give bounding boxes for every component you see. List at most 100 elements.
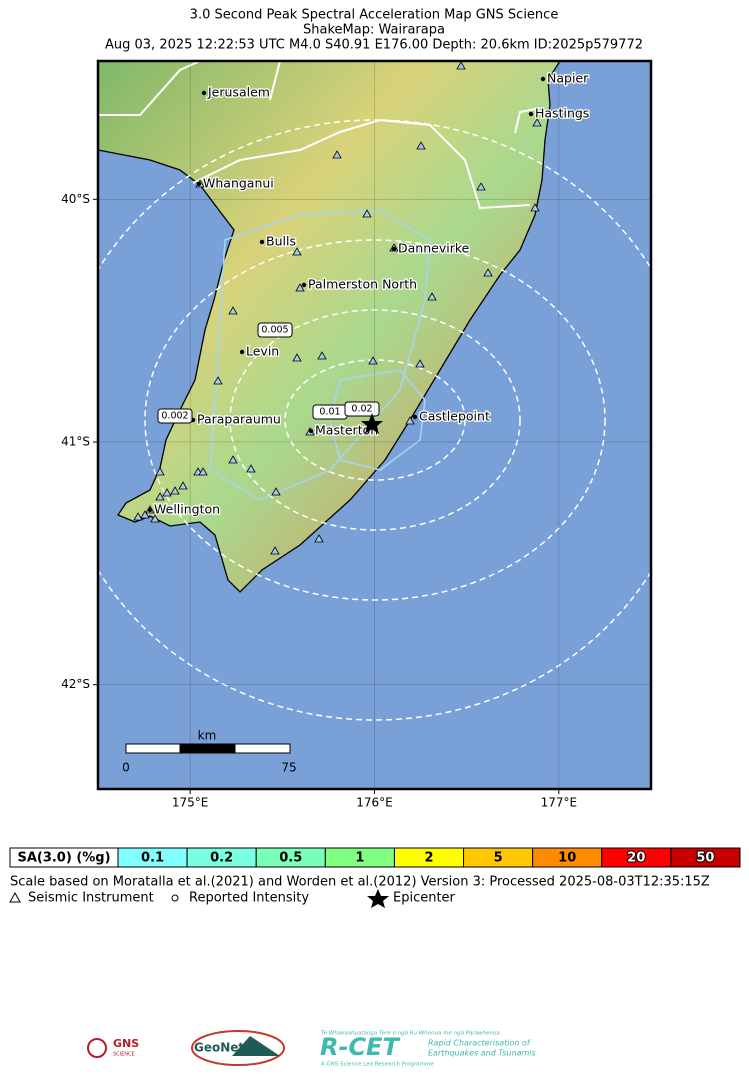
rcet-tagline: Rapid Characterisation of [428, 1039, 531, 1048]
city-label: Whanganui [203, 176, 274, 191]
x-tick-label: 176°E [356, 796, 393, 810]
legend-level: 5 [494, 851, 503, 866]
station [416, 141, 426, 150]
map-area: Jerusalem Napier Hastings Whanganui Bulls Dan… [98, 61, 651, 789]
legend-title: SA(3.0) (%g) [17, 851, 110, 866]
legend-symbol: Seismic Instrument [28, 891, 154, 906]
legend-level: 20 [627, 851, 645, 866]
station [246, 464, 256, 473]
stations: Jerusalem Napier Hastings Whanganui Bulls Dan… [133, 61, 591, 555]
city-dot [201, 90, 207, 96]
station [405, 416, 415, 425]
station [198, 467, 208, 476]
city-label: Levin [246, 344, 279, 359]
legend-level: 1 [355, 851, 364, 866]
city-dot [196, 181, 202, 187]
rcet-footer: A GNS Science Led Research Programme [321, 1062, 434, 1068]
station [362, 209, 372, 218]
city-label: Palmerston North [308, 277, 417, 292]
y-tick-label: 41°S [61, 434, 90, 448]
station [228, 455, 238, 464]
city-label: Napier [547, 71, 589, 86]
legend-level: 50 [696, 851, 714, 866]
station [530, 203, 540, 212]
station [314, 534, 324, 543]
city-dot [391, 246, 397, 252]
contour-label: 0.002 [161, 411, 188, 422]
gns-logo-sub: SCIENCE [113, 1052, 135, 1058]
contour-label: 0.02 [351, 404, 372, 415]
station [155, 492, 165, 501]
contour-label: 0.01 [319, 407, 340, 418]
city-label: Castlepoint [419, 409, 490, 424]
station [368, 356, 378, 365]
station [483, 268, 493, 277]
inner-contours [209, 209, 431, 501]
city-label: Jerusalem [207, 85, 270, 100]
symbol-star [367, 889, 389, 908]
legend-level: 10 [558, 851, 576, 866]
city-dot [412, 414, 418, 420]
contour-label: 0.005 [261, 325, 288, 336]
gns-logo: GNS [113, 1037, 139, 1050]
city-dot [259, 239, 265, 245]
city-label: Bulls [266, 234, 296, 249]
geonet-logo: GeoNet [194, 1041, 244, 1055]
legend-level: 0.1 [141, 851, 164, 866]
scale-unit: km [198, 729, 217, 743]
station [140, 510, 150, 519]
station [332, 150, 342, 159]
station [213, 376, 223, 385]
legend-symbol: Epicenter [393, 891, 456, 906]
station [270, 546, 280, 555]
city-label: Hastings [535, 106, 589, 121]
x-tick-label: 177°E [541, 796, 578, 810]
scale-seg [234, 743, 291, 754]
station [150, 514, 160, 523]
scale-seg [179, 743, 236, 754]
geonet-ring [191, 1030, 285, 1066]
station [271, 487, 281, 496]
land [98, 61, 561, 593]
x-tick-label: 175°E [172, 796, 209, 810]
rcet-logo: R-CET [320, 1033, 400, 1061]
legend-level: 0.2 [210, 851, 233, 866]
scale-seg [125, 743, 181, 754]
footer-note: Scale based on Moratalla et al.(2021) an… [10, 875, 710, 890]
city-dot [147, 507, 153, 513]
city-dot [540, 76, 546, 82]
subtitle: ShakeMap: Wairarapa [303, 23, 445, 38]
city-label: Wellington [154, 502, 220, 517]
station [427, 292, 437, 301]
station [178, 481, 188, 490]
station [456, 61, 466, 70]
city-dot [301, 282, 307, 288]
contour-label-box [157, 408, 193, 424]
contours [98, 119, 651, 721]
scale-start: 0 [122, 761, 130, 775]
symbol-triangle [9, 891, 21, 903]
city-dot [239, 349, 245, 355]
city-label: Dannevirke [398, 241, 470, 256]
city-dot [528, 111, 534, 117]
title: 3.0 Second Peak Spectral Acceleration Ma… [190, 8, 559, 23]
station [133, 512, 143, 521]
legend-symbol: Reported Intensity [189, 891, 309, 906]
epicenter [361, 413, 383, 434]
station [155, 467, 165, 476]
legend: SA(3.0) (%g) 0.1 0.2 0.5 1 2 5 10 20 50 [9, 847, 741, 868]
station [415, 359, 425, 368]
legend-swatch [670, 847, 741, 868]
station [295, 283, 305, 292]
station [228, 306, 238, 315]
y-tick-label: 40°S [61, 192, 90, 206]
gns-logo-mark [87, 1038, 107, 1058]
station [292, 353, 302, 362]
station [532, 118, 542, 127]
event-info: Aug 03, 2025 12:22:53 UTC M4.0 S40.91 E1… [105, 38, 643, 53]
city-label: Paraparaumu [197, 412, 281, 427]
rcet-maori: Te Whakaahuatanga Tere o ngā Rū Whenua m… [321, 1031, 500, 1037]
rcet-tagline: Earthquakes and Tsunamis [428, 1049, 536, 1058]
station [476, 182, 486, 191]
